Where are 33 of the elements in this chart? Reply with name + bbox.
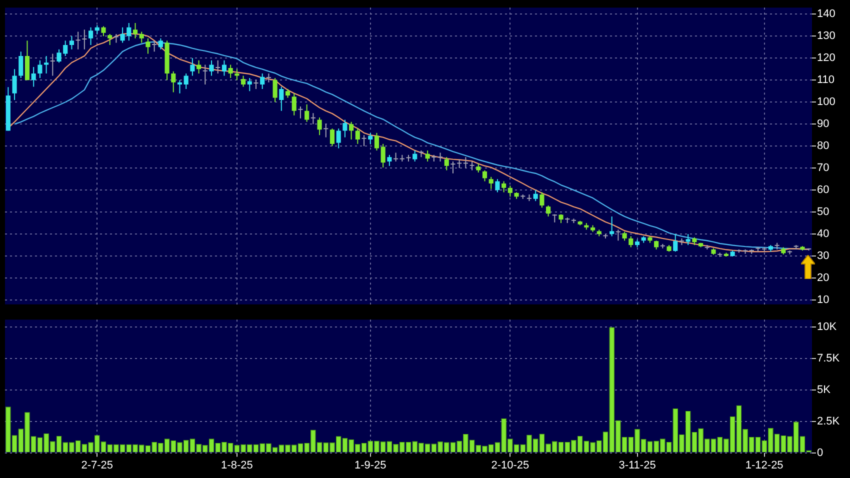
y-tick-label: 20: [817, 272, 830, 284]
candlestick: [298, 106, 303, 118]
x-tick-label: 1-9-25: [354, 459, 386, 472]
candlestick: [177, 80, 182, 94]
candlestick: [82, 30, 87, 50]
y-tick-label: 80: [817, 140, 830, 152]
x-tick-label: 2-10-25: [491, 459, 530, 472]
candlestick: [324, 124, 328, 138]
y-tick-label: 120: [817, 52, 836, 64]
y-tick-label: 110: [817, 74, 835, 86]
y-tick-label: 140: [817, 8, 836, 20]
candlestick: [50, 54, 55, 76]
y-tick-label: 100: [817, 96, 836, 108]
y-tick-label: 10: [817, 294, 830, 306]
x-tick-label: 3-11-25: [618, 459, 656, 472]
y-tick-label: 7.5K: [817, 352, 840, 365]
candlestick: [202, 64, 208, 85]
x-tick-label: 1-8-25: [221, 459, 253, 472]
y-tick-label: 30: [817, 250, 830, 262]
y-tick-label: 130: [817, 30, 836, 42]
y-tick-label: 2.5K: [817, 415, 840, 428]
y-tick-label: 5K: [817, 384, 832, 396]
x-tick-label: 2-7-25: [81, 459, 114, 472]
y-tick-label: 90: [817, 118, 830, 130]
y-tick-label: 50: [817, 206, 830, 218]
y-tick-label: 70: [817, 162, 830, 174]
y-tick-label: 0: [817, 446, 824, 459]
x-tick-label: 1-12-25: [745, 459, 784, 472]
y-tick-label: 10K: [817, 321, 838, 334]
y-tick-label: 40: [817, 228, 830, 240]
y-tick-label: 60: [817, 184, 830, 196]
candlestick: [76, 32, 80, 50]
candlestick: [450, 161, 456, 174]
